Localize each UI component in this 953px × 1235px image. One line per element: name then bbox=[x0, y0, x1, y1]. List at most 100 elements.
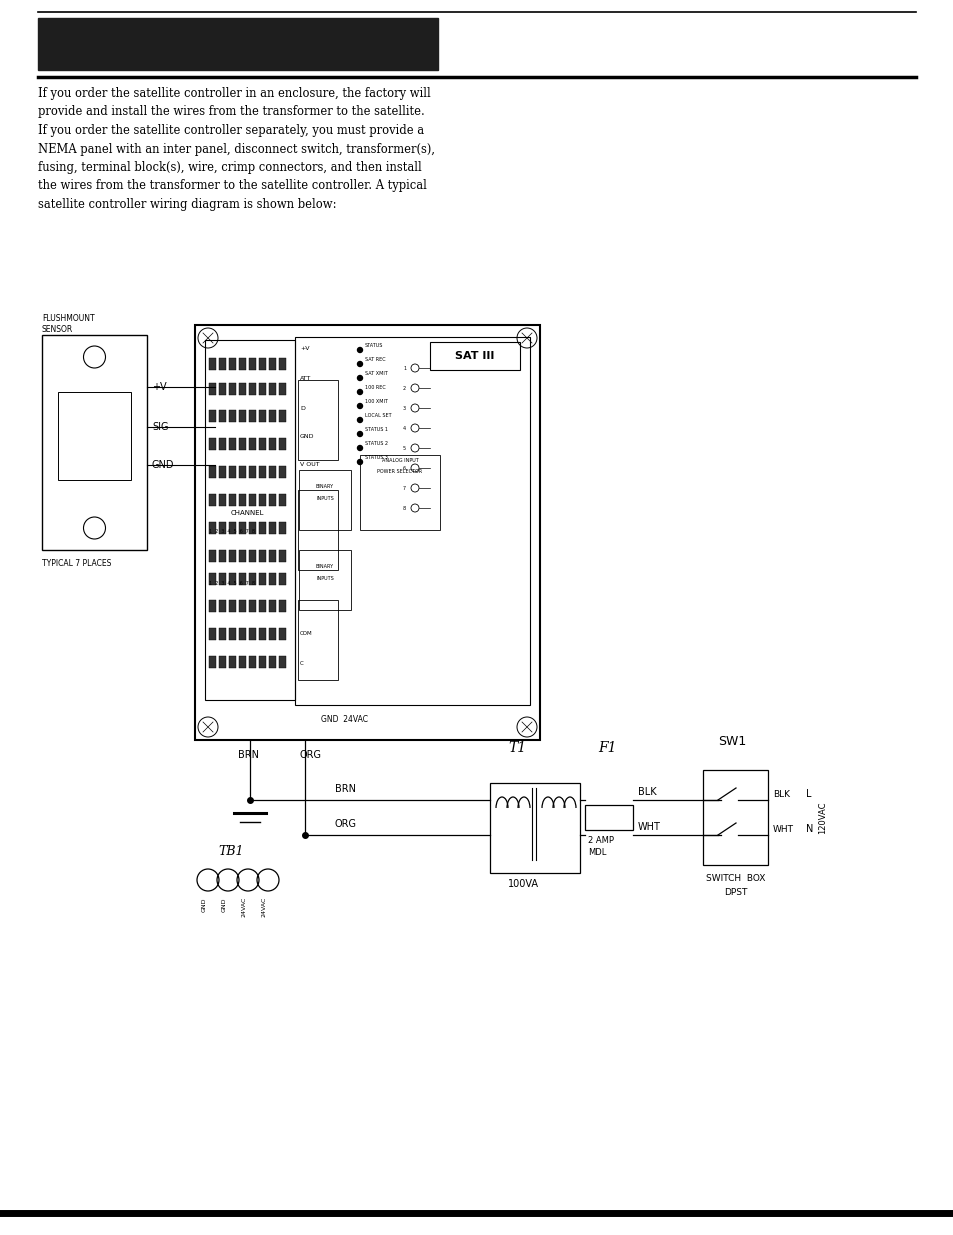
Circle shape bbox=[357, 431, 362, 436]
Text: T1: T1 bbox=[507, 741, 525, 755]
Bar bbox=[258, 466, 266, 478]
Text: SIG: SIG bbox=[152, 422, 169, 432]
Bar bbox=[249, 522, 255, 534]
Bar bbox=[258, 656, 266, 668]
Text: STATUS 3: STATUS 3 bbox=[365, 454, 388, 459]
Bar bbox=[258, 383, 266, 395]
Bar bbox=[269, 438, 275, 450]
Bar bbox=[209, 550, 215, 562]
Bar bbox=[702, 769, 767, 864]
Bar bbox=[219, 438, 226, 450]
Text: GND: GND bbox=[222, 897, 227, 911]
Bar bbox=[219, 550, 226, 562]
Text: POWER SELECTOR: POWER SELECTOR bbox=[377, 469, 422, 474]
Bar bbox=[209, 656, 215, 668]
Text: TB1: TB1 bbox=[218, 845, 243, 858]
Text: SW1: SW1 bbox=[718, 735, 745, 748]
Bar bbox=[278, 656, 286, 668]
Text: 1  2  3  4  5  6  7  8: 1 2 3 4 5 6 7 8 bbox=[209, 529, 254, 534]
Bar bbox=[219, 466, 226, 478]
Bar bbox=[42, 335, 147, 550]
Bar bbox=[229, 358, 235, 370]
Bar bbox=[249, 383, 255, 395]
Circle shape bbox=[357, 389, 362, 394]
Bar bbox=[219, 656, 226, 668]
Bar bbox=[249, 656, 255, 668]
Bar bbox=[219, 629, 226, 640]
Bar bbox=[249, 573, 255, 585]
Bar bbox=[209, 438, 215, 450]
Bar bbox=[209, 573, 215, 585]
Text: DPST: DPST bbox=[723, 888, 746, 897]
Bar bbox=[209, 522, 215, 534]
Bar bbox=[209, 494, 215, 506]
Text: F1: F1 bbox=[598, 741, 616, 755]
Bar bbox=[209, 629, 215, 640]
Bar bbox=[258, 522, 266, 534]
Text: TYPICAL 7 PLACES: TYPICAL 7 PLACES bbox=[42, 559, 112, 568]
Bar bbox=[258, 629, 266, 640]
Text: SAT REC: SAT REC bbox=[365, 357, 385, 362]
Bar bbox=[209, 383, 215, 395]
Bar bbox=[219, 600, 226, 613]
Text: ORG: ORG bbox=[299, 750, 322, 760]
Text: GND  24VAC: GND 24VAC bbox=[321, 715, 368, 724]
Bar bbox=[239, 383, 246, 395]
Text: 7: 7 bbox=[402, 487, 406, 492]
Text: COM: COM bbox=[299, 631, 313, 636]
Bar bbox=[298, 471, 351, 530]
Bar bbox=[209, 600, 215, 613]
Text: FLUSHMOUNT: FLUSHMOUNT bbox=[42, 314, 94, 324]
Bar bbox=[258, 550, 266, 562]
Bar bbox=[258, 600, 266, 613]
Bar bbox=[278, 466, 286, 478]
Circle shape bbox=[357, 459, 362, 464]
Bar bbox=[278, 522, 286, 534]
Text: 100VA: 100VA bbox=[507, 879, 538, 889]
Text: 1: 1 bbox=[402, 366, 406, 370]
Bar bbox=[229, 438, 235, 450]
Bar bbox=[249, 600, 255, 613]
Bar bbox=[297, 490, 337, 571]
Bar bbox=[229, 629, 235, 640]
Bar bbox=[269, 629, 275, 640]
Bar bbox=[219, 410, 226, 422]
Bar bbox=[278, 600, 286, 613]
Bar bbox=[229, 383, 235, 395]
Bar bbox=[278, 494, 286, 506]
Bar bbox=[490, 783, 579, 873]
Bar bbox=[269, 573, 275, 585]
Text: V OUT: V OUT bbox=[299, 462, 319, 467]
Text: BRN: BRN bbox=[237, 750, 258, 760]
Bar bbox=[229, 550, 235, 562]
Text: WHT: WHT bbox=[638, 823, 660, 832]
Bar bbox=[58, 391, 131, 480]
Bar bbox=[258, 573, 266, 585]
Bar bbox=[269, 494, 275, 506]
Bar bbox=[298, 550, 351, 610]
Bar bbox=[219, 358, 226, 370]
Bar bbox=[269, 410, 275, 422]
Bar bbox=[239, 522, 246, 534]
Bar bbox=[430, 342, 519, 370]
Text: 1  2  3  4  5  6  7  8: 1 2 3 4 5 6 7 8 bbox=[209, 580, 254, 585]
Text: BLK: BLK bbox=[638, 787, 656, 797]
Bar bbox=[239, 656, 246, 668]
Bar bbox=[219, 383, 226, 395]
Text: 2 AMP: 2 AMP bbox=[587, 836, 614, 845]
Text: 3: 3 bbox=[402, 406, 406, 411]
Text: 6: 6 bbox=[402, 466, 406, 471]
Text: MDL: MDL bbox=[587, 848, 606, 857]
Bar bbox=[194, 325, 539, 740]
Text: GND: GND bbox=[152, 459, 174, 471]
Bar bbox=[209, 466, 215, 478]
Bar bbox=[359, 454, 439, 530]
Bar bbox=[297, 380, 337, 459]
Text: 5: 5 bbox=[402, 446, 406, 451]
Bar bbox=[258, 438, 266, 450]
Text: 24VAC: 24VAC bbox=[242, 897, 247, 918]
Bar bbox=[278, 629, 286, 640]
Text: CHANNEL: CHANNEL bbox=[230, 510, 263, 516]
Bar bbox=[269, 550, 275, 562]
Text: GND: GND bbox=[299, 433, 314, 438]
